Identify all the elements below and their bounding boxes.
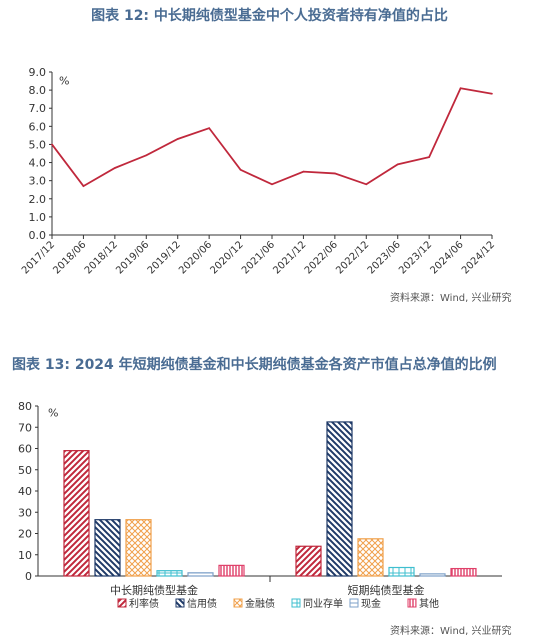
- bar: [187, 572, 214, 577]
- y-tick-label: 0.0: [29, 229, 47, 242]
- data-point: [51, 143, 53, 146]
- legend-label: 利率债: [129, 597, 159, 610]
- data-point: [239, 169, 242, 171]
- data-point: [396, 163, 399, 166]
- data-point: [491, 92, 493, 95]
- y-tick-label: 40: [18, 485, 32, 498]
- legend-swatch: [291, 598, 301, 608]
- data-point: [365, 183, 368, 186]
- category-label: 中长期纯债型基金: [110, 583, 198, 597]
- y-unit-label: %: [59, 75, 69, 88]
- chart1-source: 资料来源：Wind, 兴业研究: [390, 293, 512, 304]
- legend-label: 金融债: [245, 597, 275, 610]
- bar: [326, 421, 353, 577]
- chart2-source: 资料来源：Wind, 兴业研究: [390, 626, 512, 637]
- bar: [156, 570, 183, 577]
- bar: [450, 567, 477, 577]
- y-tick-label: 80: [18, 400, 32, 413]
- bar: [218, 564, 245, 577]
- bar: [63, 450, 90, 577]
- chart1-title: 图表 12: 中长期纯债型基金中个人投资者持有净值的占比: [91, 8, 448, 24]
- y-tick-label: 3.0: [29, 175, 47, 188]
- legend-swatch: [117, 598, 127, 608]
- bar: [125, 519, 152, 577]
- legend-swatch: [407, 598, 417, 608]
- data-point: [114, 167, 116, 169]
- bar: [388, 566, 415, 577]
- y-tick-label: 6.0: [29, 120, 47, 133]
- data-point: [82, 185, 85, 187]
- y-tick-label: 2.0: [29, 193, 47, 206]
- y-tick-label: 10: [18, 549, 32, 562]
- y-tick-label: 50: [18, 464, 32, 477]
- bar: [357, 538, 384, 577]
- data-point: [271, 183, 273, 186]
- y-tick-label: 9.0: [29, 66, 47, 79]
- y-tick-label: 1.0: [29, 211, 47, 224]
- data-point: [459, 87, 462, 90]
- y-tick-label: 20: [18, 528, 32, 541]
- y-tick-label: 60: [18, 443, 32, 456]
- legend-label: 同业存单: [303, 597, 343, 610]
- chart1-line-chart: 0.01.02.03.04.05.06.07.08.09.0%2017/1220…: [20, 66, 497, 276]
- y-tick-label: 8.0: [29, 84, 47, 97]
- y-tick-label: 4.0: [29, 157, 47, 170]
- legend-label: 现金: [361, 597, 381, 610]
- y-tick-label: 0: [25, 570, 32, 583]
- y-tick-label: 70: [18, 421, 32, 434]
- y-tick-label: 5.0: [29, 138, 47, 151]
- category-label: 短期纯债型基金: [348, 583, 425, 597]
- data-point: [334, 172, 336, 175]
- legend-label: 其他: [419, 597, 439, 610]
- data-point: [176, 138, 179, 140]
- bar: [295, 545, 322, 577]
- bar: [419, 573, 446, 577]
- legend-swatch: [175, 598, 185, 608]
- data-point: [428, 156, 430, 158]
- data-point: [145, 154, 148, 157]
- legend-swatch: [349, 598, 359, 608]
- data-point: [208, 127, 210, 129]
- legend-label: 信用债: [187, 597, 217, 610]
- y-tick-label: 30: [18, 506, 32, 519]
- y-unit-label: %: [48, 407, 58, 420]
- y-tick-label: 7.0: [29, 102, 47, 115]
- legend-swatch: [233, 598, 243, 608]
- chart2-title: 图表 13: 2024 年短期纯债基金和中长期纯债基金各资产市值占总净值的比例: [12, 357, 497, 373]
- data-point: [302, 170, 305, 173]
- bar: [94, 519, 121, 577]
